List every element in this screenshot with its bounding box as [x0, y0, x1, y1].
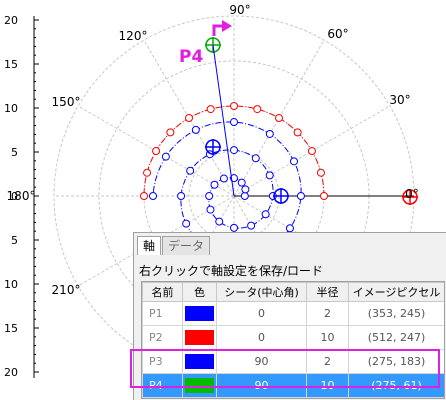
color-swatch — [185, 330, 214, 345]
blue-series-point — [161, 152, 170, 161]
blue-series-point — [230, 223, 238, 232]
cell-name[interactable]: P2 — [142, 325, 183, 350]
red-series-point — [316, 168, 325, 177]
cell-pixel[interactable]: (353, 245) — [348, 301, 444, 326]
tab-axis[interactable]: 軸 — [137, 236, 162, 255]
table-row[interactable]: P1 0 2 (353, 245) — [142, 301, 444, 326]
cell-pixel[interactable]: (275, 61) — [348, 373, 444, 398]
blue-series-point — [182, 219, 191, 228]
angle-label: 30° — [389, 93, 410, 107]
cell-color[interactable] — [182, 301, 217, 326]
r-axis-tick-label: 10 — [4, 102, 18, 115]
color-swatch — [185, 306, 214, 321]
color-swatch — [185, 378, 214, 393]
table-row[interactable]: P4 90 10 (275, 61) — [142, 373, 444, 398]
cell-theta[interactable]: 90 — [216, 349, 307, 374]
red-series-point — [206, 105, 215, 114]
angle-label: 180° — [7, 189, 36, 203]
blue-series-point — [230, 146, 238, 155]
angle-label: 90° — [229, 3, 250, 17]
r-axis-tick-label: 0 — [11, 190, 18, 203]
blue-series-point — [230, 118, 238, 127]
blue-series-point — [247, 221, 256, 230]
angle-label: 210° — [52, 283, 81, 297]
cell-radius[interactable]: 10 — [306, 373, 349, 398]
blue-series-point — [251, 154, 260, 163]
red-series-point — [143, 168, 152, 177]
red-series-point — [152, 147, 161, 155]
cell-pixel[interactable]: (275, 183) — [348, 349, 444, 374]
table-row[interactable]: P2 0 10 (512, 247) — [142, 325, 444, 350]
r-axis-tick-label: 10 — [4, 278, 18, 291]
column-header-radius[interactable]: 半径 — [306, 282, 349, 302]
p4-guide-line — [212, 44, 235, 197]
red-series-point — [166, 128, 175, 137]
blue-series-point — [265, 171, 274, 180]
cell-theta[interactable]: 0 — [216, 301, 307, 326]
blue-series-point — [240, 192, 249, 200]
column-header-theta[interactable]: シータ(中心角) — [216, 282, 307, 302]
blue-series-point — [237, 178, 246, 187]
r-axis-tick-label: 20 — [4, 14, 18, 27]
r-axis-tick-label: 15 — [4, 58, 18, 71]
blue-series-point — [219, 174, 228, 183]
p4-annotation-label: P4 — [179, 47, 203, 67]
cell-radius[interactable]: 2 — [306, 349, 349, 374]
tab-data[interactable]: データ — [162, 236, 211, 255]
blue-series-point — [285, 224, 294, 233]
blue-series-point — [177, 192, 186, 200]
cell-color[interactable] — [182, 349, 217, 374]
panel-tabs: 軸 データ — [137, 236, 211, 256]
table-header: 名前 色 シータ(中心角) 半径 イメージピクセル — [142, 282, 444, 302]
cell-pixel[interactable]: (512, 247) — [348, 325, 444, 350]
p4-arrowhead — [222, 20, 232, 32]
cell-color[interactable] — [182, 373, 217, 398]
angle-label: 60° — [327, 27, 348, 41]
red-series-point — [293, 128, 302, 137]
cell-radius[interactable]: 10 — [306, 325, 349, 350]
axis-points-table: 名前 色 シータ(中心角) 半径 イメージピクセル P1 0 2 (353, 245)… — [141, 281, 445, 399]
blue-series-point — [215, 217, 224, 226]
red-series-point — [275, 114, 283, 123]
blue-series-point — [210, 180, 219, 189]
blue-series-point — [241, 185, 250, 194]
blue-series-point — [191, 125, 200, 134]
red-series-point — [307, 147, 316, 155]
r-axis-tick-label: 5 — [11, 234, 18, 247]
cell-theta[interactable]: 90 — [216, 373, 307, 398]
color-swatch — [185, 354, 214, 369]
cell-name[interactable]: P3 — [142, 349, 183, 374]
blue-series-point — [206, 205, 215, 214]
r-axis-tick-label: 15 — [4, 322, 18, 335]
blue-series-point — [205, 192, 214, 200]
column-header-image-pixel[interactable]: イメージピクセル — [348, 282, 444, 302]
cell-color[interactable] — [182, 325, 217, 350]
r-axis-tick-label: 5 — [11, 146, 18, 159]
blue-series-point — [290, 157, 299, 166]
angle-label: 0° — [405, 187, 419, 201]
cell-name[interactable]: P1 — [142, 301, 183, 326]
cell-radius[interactable]: 2 — [306, 301, 349, 326]
column-header-color[interactable]: 色 — [182, 282, 217, 302]
save-load-hint: 右クリックで軸設定を保存/ロード — [139, 264, 324, 278]
table-row[interactable]: P3 90 2 (275, 183) — [142, 349, 444, 374]
blue-series-point — [149, 192, 157, 200]
blue-series-point — [186, 166, 195, 175]
red-series-point — [253, 105, 262, 114]
red-series-point — [230, 102, 238, 110]
blue-series-point — [265, 129, 274, 138]
angle-label: 120° — [119, 29, 148, 43]
red-series-point — [320, 192, 328, 200]
blue-series-point — [296, 192, 305, 200]
r-axis-tick-label: 20 — [4, 366, 18, 379]
column-header-name[interactable]: 名前 — [142, 282, 183, 302]
red-series-point — [140, 192, 148, 200]
blue-series-point — [261, 210, 270, 219]
angle-label: 150° — [52, 95, 81, 109]
cell-theta[interactable]: 0 — [216, 325, 307, 350]
red-series-point — [185, 114, 193, 123]
cell-name[interactable]: P4 — [142, 373, 183, 398]
axis-settings-panel: 軸 データ 右クリックで軸設定を保存/ロード 名前 色 シータ(中心角) 半径 … — [133, 232, 446, 400]
